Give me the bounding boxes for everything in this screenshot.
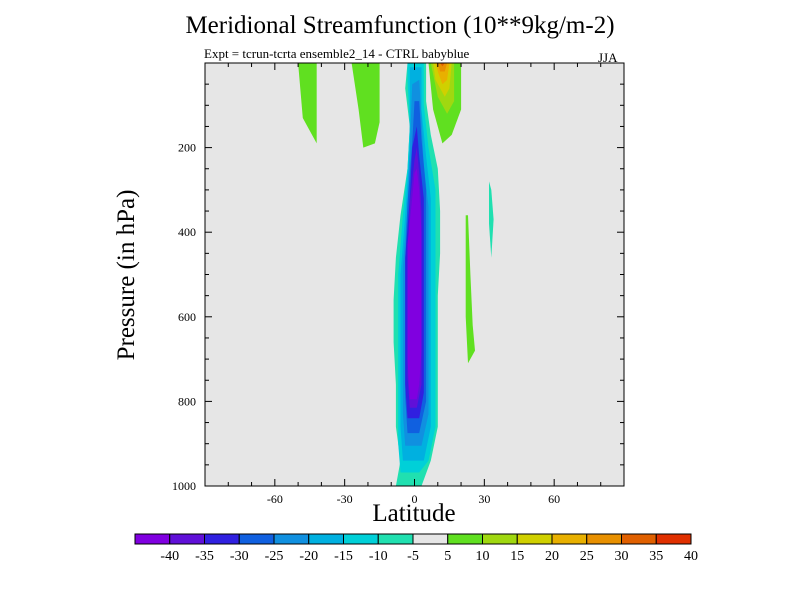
contour-region [351, 63, 380, 148]
colorbar-swatch [377, 533, 414, 545]
colorbar-swatch [447, 533, 483, 545]
colorbar-swatch [134, 533, 171, 545]
colorbar-label: 40 [684, 549, 698, 564]
x-tick-label: -30 [337, 492, 353, 506]
colorbar-label: 20 [545, 549, 559, 564]
contour-region [440, 63, 445, 67]
contour-region [465, 215, 475, 364]
colorbar: -40 -35 -30 -25 -20 -15 -10 -5 5 10 15 20 25 30 35 40 [134, 533, 698, 564]
contour-region [298, 63, 317, 144]
colorbar-label: -40 [160, 549, 179, 564]
colorbar-label: -30 [230, 549, 249, 564]
colorbar-swatch [655, 533, 692, 545]
colorbar-swatch [273, 533, 310, 545]
y-tick-label: 600 [178, 310, 196, 324]
colorbar-label: 15 [510, 549, 524, 564]
colorbar-swatch [169, 533, 205, 545]
contour-region [407, 168, 422, 400]
colorbar-label: -35 [195, 549, 214, 564]
x-tick-label: 30 [478, 492, 490, 506]
colorbar-swatch [308, 533, 344, 545]
colorbar-swatch [621, 533, 657, 545]
colorbar-swatch [238, 533, 275, 545]
chart-subtitle: Expt = tcrun-tcrta ensemble2_14 - CTRL b… [204, 46, 470, 61]
contour-regions [298, 63, 494, 486]
colorbar-label: -25 [265, 549, 284, 564]
colorbar-label: -10 [369, 549, 388, 564]
colorbar-swatch [551, 533, 588, 545]
y-tick-label: 400 [178, 225, 196, 239]
colorbar-label: 10 [476, 549, 490, 564]
colorbar-label: 30 [615, 549, 629, 564]
y-axis: 200 400 600 800 1000 [172, 83, 624, 493]
colorbar-swatch [412, 533, 449, 545]
y-tick-label: 800 [178, 394, 196, 408]
colorbar-swatch [586, 533, 622, 545]
colorbar-label: 25 [580, 549, 594, 564]
colorbar-label: -20 [299, 549, 318, 564]
x-axis: -60 -30 0 30 60 [227, 63, 602, 506]
y-tick-label: 200 [178, 141, 196, 155]
contour-region [489, 181, 494, 258]
colorbar-swatch [343, 533, 379, 545]
season-label: JJA [598, 50, 618, 65]
contour-region [437, 63, 448, 72]
colorbar-swatch [204, 533, 240, 545]
chart-title: Meridional Streamfunction (10**9kg/m-2) [185, 12, 615, 39]
colorbar-swatch [482, 533, 518, 545]
colorbar-label: 35 [649, 549, 663, 564]
contour-region [435, 63, 450, 85]
colorbar-label: -15 [334, 549, 353, 564]
x-axis-label: Latitude [372, 500, 456, 527]
colorbar-swatch [516, 533, 553, 545]
colorbar-label: -5 [407, 549, 419, 564]
x-tick-label: 60 [548, 492, 560, 506]
colorbar-label: 5 [444, 549, 451, 564]
y-tick-label: 1000 [172, 479, 196, 493]
x-tick-label: -60 [267, 492, 283, 506]
x-tick-label: 0 [412, 492, 418, 506]
